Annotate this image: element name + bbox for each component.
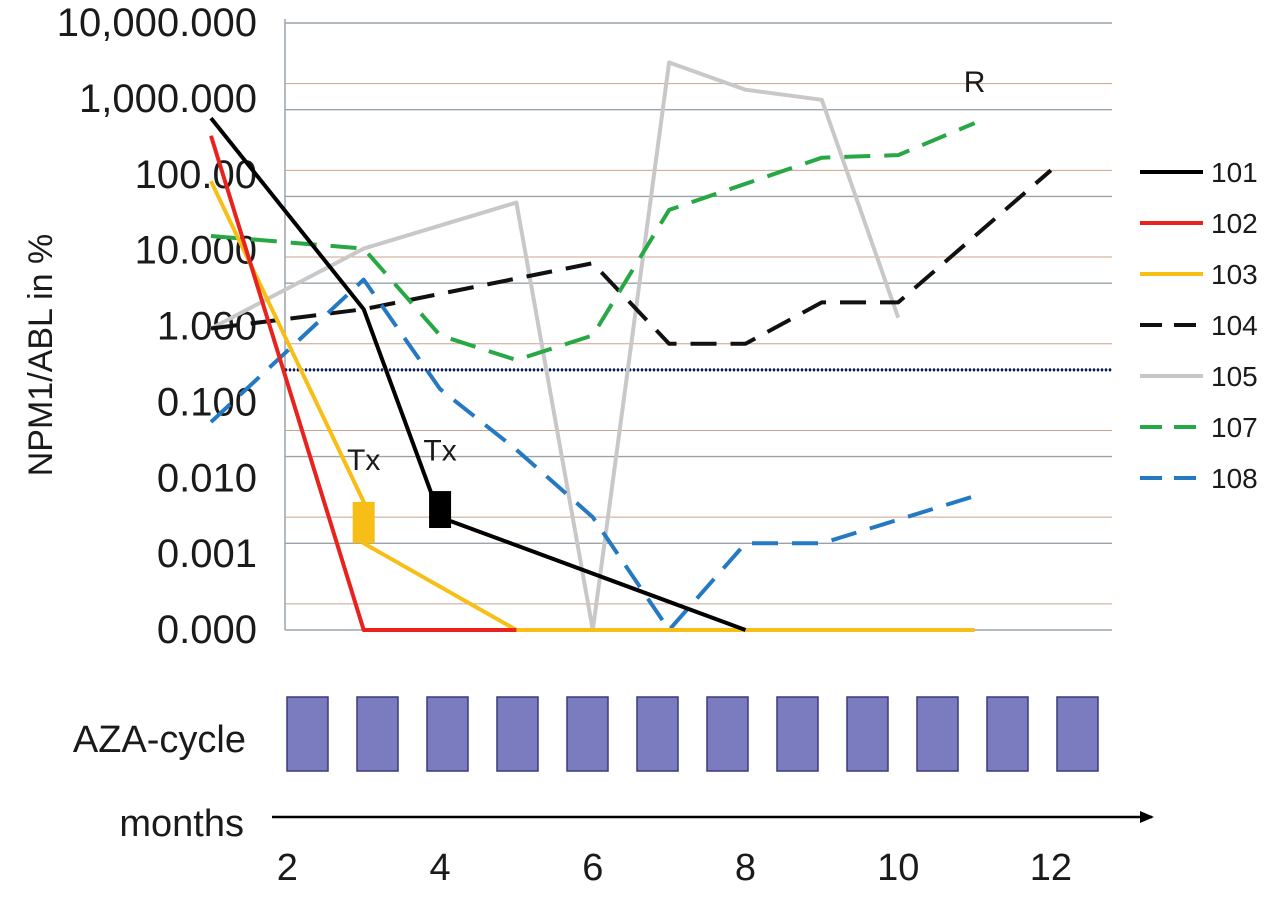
aza-cycle-row [286,696,1099,772]
series-103-line [209,180,975,632]
y-axis-label: NPM1/ABL in % [22,234,60,477]
series-104-line [210,168,1053,346]
series-108-line [209,277,976,632]
aza-cycle-block [706,696,749,772]
aza-cycle-block [426,696,469,772]
y-tick-label: 1,000.000 [79,77,257,121]
legend: 101 102 103 104 105 107 108 [1140,157,1258,494]
tx-annotation-1: Tx [347,444,380,477]
legend-label-102: 102 [1211,208,1258,239]
legend-label-108: 108 [1211,463,1258,494]
legend-label-105: 105 [1211,361,1258,392]
aza-cycle-label: AZA-cycle [73,719,246,761]
x-tick-label: 12 [1030,847,1072,889]
aza-cycle-block [846,696,889,772]
tx-marker-1 [352,501,375,544]
x-tick-label: 10 [877,847,919,889]
y-tick-label: 0.010 [157,456,257,500]
y-tick-label: 100.00 [135,153,257,197]
y-tick-label: 0.100 [157,380,257,424]
y-tick-labels: 10,000.0001,000.000100.0010.0001.0000.10… [57,1,257,652]
legend-label-101: 101 [1211,157,1258,188]
y-tick-label: 0.000 [157,608,257,652]
series-101-line [209,116,747,632]
series-102-line [209,135,517,632]
x-tick-label: 2 [277,847,298,889]
grid-lines [284,19,1112,631]
series-105-line [210,60,901,632]
aza-cycle-block [986,696,1029,772]
aza-cycle-block [636,696,679,772]
x-tick-label: 8 [735,847,756,889]
series-107-line [210,121,976,362]
legend-label-103: 103 [1211,259,1258,290]
x-tick-labels: 2 4 6 8 10 12 [277,847,1072,889]
aza-cycle-block [566,696,609,772]
legend-label-104: 104 [1211,310,1258,341]
aza-cycle-block [286,696,329,772]
x-tick-label: 4 [429,847,450,889]
y-tick-label: 10,000.000 [57,1,257,45]
aza-cycle-block [916,696,959,772]
months-label: months [119,803,244,845]
aza-cycle-block [496,696,539,772]
aza-cycle-block [776,696,819,772]
aza-cycle-block [356,696,399,772]
legend-label-107: 107 [1211,412,1258,443]
series-lines [209,60,1053,632]
relapse-annotation: R [964,66,986,99]
tx-marker-2 [429,491,452,529]
x-tick-label: 6 [582,847,603,889]
annotations: Tx Tx R [347,66,986,544]
tx-annotation-2: Tx [423,435,456,468]
y-tick-label: 0.001 [157,532,257,576]
aza-cycle-block [1056,696,1099,772]
